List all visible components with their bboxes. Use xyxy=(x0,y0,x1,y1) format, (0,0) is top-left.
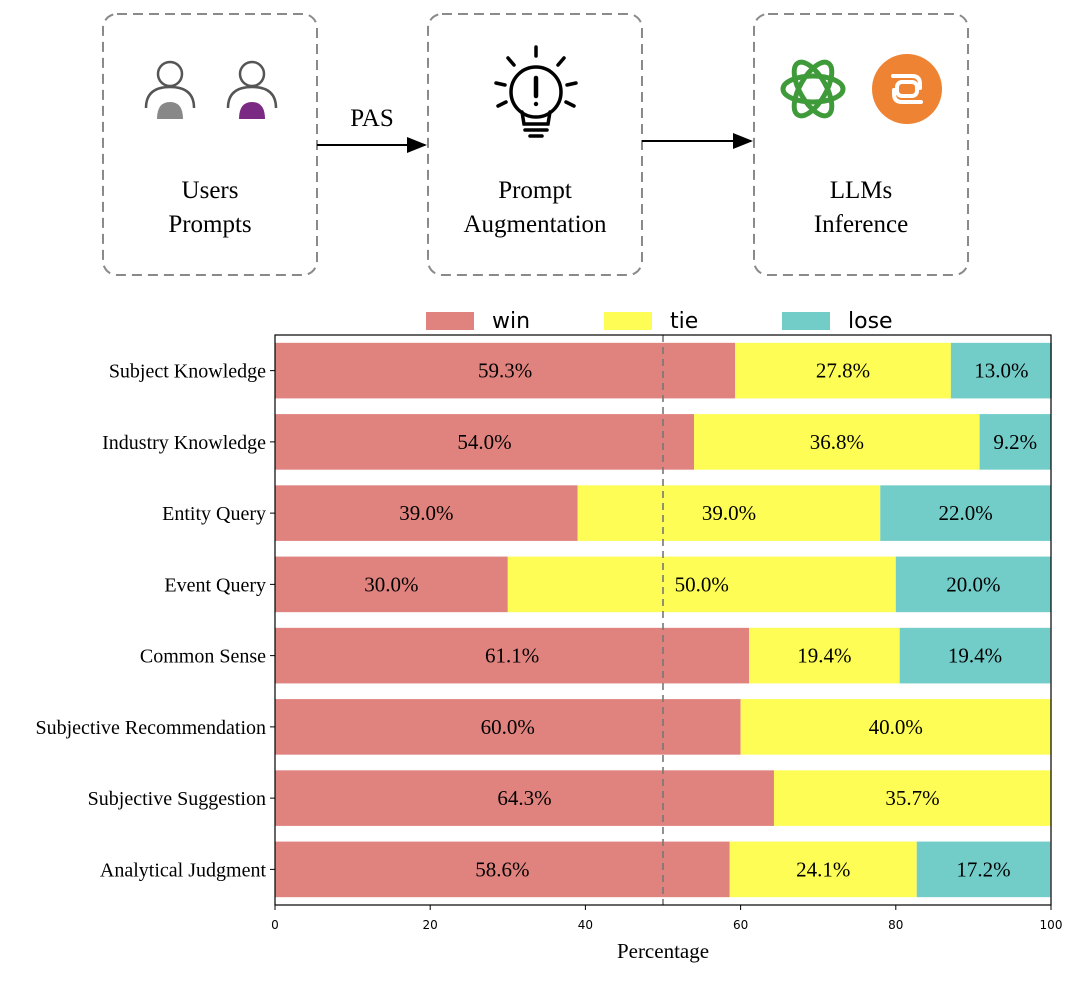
bar-label-tie-3: 39.0% xyxy=(702,501,756,525)
bar-tie-3 xyxy=(577,485,881,541)
bar-lose-4 xyxy=(895,556,1051,613)
bar-label-win-2: 54.0% xyxy=(457,430,511,454)
bar-label-lose-1: 13.0% xyxy=(974,359,1028,383)
bar-win-1 xyxy=(275,342,736,399)
bar-label-win-5: 61.1% xyxy=(485,644,539,668)
y-tick-label-3: Entity Query xyxy=(162,503,266,525)
prompt-augmentation-line1: Prompt xyxy=(498,177,572,204)
bar-tie-1 xyxy=(735,342,951,399)
chart-x-ticks: 0 20 40 60 80 100 xyxy=(271,905,1062,932)
bar-label-win-8: 58.6% xyxy=(475,857,529,881)
edge-label-pas: PAS xyxy=(350,105,394,132)
bar-label-lose-8: 17.2% xyxy=(956,857,1010,881)
prompt-augmentation-line2: Augmentation xyxy=(463,211,607,238)
y-tick-label-4: Event Query xyxy=(164,574,266,596)
bar-label-win-1: 59.3% xyxy=(478,359,532,383)
bar-label-lose-3: 22.0% xyxy=(939,501,993,525)
bar-tie-2 xyxy=(694,414,980,470)
openai-logo-icon xyxy=(780,59,846,119)
x-tick-label-5: 100 xyxy=(1040,918,1063,932)
bar-tie-4 xyxy=(507,556,896,613)
bar-win-5 xyxy=(275,627,750,684)
bar-tie-7 xyxy=(773,770,1051,826)
bar-tie-6 xyxy=(740,699,1051,755)
x-tick-label-4: 80 xyxy=(888,918,903,932)
llms-inference-line2: Inference xyxy=(814,211,908,238)
lightbulb-icon xyxy=(494,45,578,138)
x-tick-label-1: 20 xyxy=(423,918,438,932)
chart-legend: win tie lose xyxy=(426,309,893,334)
llms-inference-line1: LLMs xyxy=(830,177,893,204)
bar-label-win-4: 30.0% xyxy=(364,572,418,596)
chart-bars: 59.3% 27.8% 13.0% 54.0% 36.8% 9.2% 39.0% 39.0% 2… xyxy=(275,342,1052,898)
user-grey-fill xyxy=(157,102,183,119)
user-purple-fill xyxy=(239,102,265,119)
bar-lose-2 xyxy=(979,414,1051,470)
bar-label-win-3: 39.0% xyxy=(399,501,453,525)
bar-label-tie-4: 50.0% xyxy=(675,572,729,596)
y-tick-label-8: Analytical Judgment xyxy=(100,859,267,881)
prompt-augmentation-box xyxy=(427,13,643,276)
y-tick-label-7: Subjective Suggestion xyxy=(88,788,266,810)
chart-y-tick-labels: Subject Knowledge Industry Knowledge Entit… xyxy=(36,361,275,881)
orange-llm-logo-icon xyxy=(872,54,942,124)
bar-win-4 xyxy=(275,556,508,613)
bar-label-tie-7: 35.7% xyxy=(885,786,939,810)
bar-label-win-6: 60.0% xyxy=(481,715,535,739)
bar-label-lose-2: 9.2% xyxy=(993,430,1037,454)
y-tick-label-5: Common Sense xyxy=(140,646,266,668)
bar-tie-8 xyxy=(729,841,917,898)
user-purple-icon xyxy=(226,60,278,119)
bar-label-tie-6: 40.0% xyxy=(869,715,923,739)
user-grey-icon xyxy=(144,60,196,119)
legend-swatch-lose xyxy=(782,312,830,330)
bar-label-win-7: 64.3% xyxy=(497,786,551,810)
bar-label-lose-4: 20.0% xyxy=(946,572,1000,596)
x-tick-label-2: 40 xyxy=(578,918,593,932)
chart-x-axis-label: Percentage xyxy=(617,939,709,963)
bar-label-tie-5: 19.4% xyxy=(797,644,851,668)
bar-label-tie-8: 24.1% xyxy=(796,857,850,881)
users-prompts-line1: Users xyxy=(182,177,239,204)
bar-win-3 xyxy=(275,485,578,541)
llms-inference-box xyxy=(753,13,969,276)
plot-frame xyxy=(274,334,1052,906)
legend-label-lose: lose xyxy=(848,309,893,334)
bar-lose-8 xyxy=(916,841,1051,898)
bar-lose-5 xyxy=(899,627,1051,684)
legend-label-tie: tie xyxy=(670,309,698,334)
bar-label-tie-1: 27.8% xyxy=(816,359,870,383)
chart-frame-group xyxy=(274,334,1052,906)
users-prompts-line2: Prompts xyxy=(168,211,251,238)
y-tick-label-1: Subject Knowledge xyxy=(109,361,266,383)
bar-win-8 xyxy=(275,841,730,898)
legend-swatch-tie xyxy=(604,312,652,330)
x-tick-label-0: 0 xyxy=(271,918,279,932)
bar-win-7 xyxy=(275,770,774,826)
bar-lose-1 xyxy=(950,342,1052,399)
bar-tie-5 xyxy=(749,627,900,684)
y-tick-label-6: Subjective Recommendation xyxy=(36,717,267,739)
bar-label-tie-2: 36.8% xyxy=(810,430,864,454)
bar-label-lose-5: 19.4% xyxy=(948,644,1002,668)
y-tick-label-2: Industry Knowledge xyxy=(102,432,266,454)
bar-win-2 xyxy=(275,414,695,470)
legend-label-win: win xyxy=(492,309,530,334)
bar-lose-3 xyxy=(880,485,1051,541)
x-tick-label-3: 60 xyxy=(733,918,748,932)
pipeline-diagram: Users Prompts PAS Prompt Augmentation xyxy=(102,13,969,276)
legend-swatch-win xyxy=(426,312,474,330)
